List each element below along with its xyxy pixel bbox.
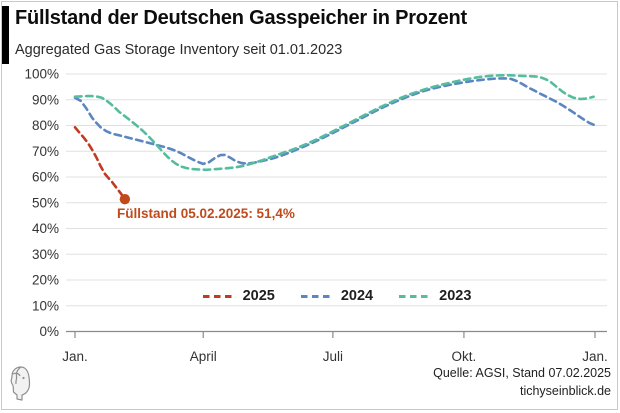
y-axis-tick-label: 100% bbox=[24, 67, 59, 82]
chart-legend: 2025 2024 2023 bbox=[54, 288, 620, 304]
title-accent-bar bbox=[2, 6, 9, 64]
y-axis-tick-label: 70% bbox=[32, 144, 59, 159]
x-axis-tick-label: Okt. bbox=[452, 349, 477, 364]
series-line-2025 bbox=[73, 126, 127, 201]
y-axis-tick-label: 90% bbox=[32, 92, 59, 107]
page-subtitle: Aggregated Gas Storage Inventory seit 01… bbox=[15, 42, 343, 58]
site-link[interactable]: tichyseinblick.de bbox=[519, 384, 611, 398]
legend-label: 2025 bbox=[242, 288, 275, 304]
y-axis-tick-label: 0% bbox=[39, 324, 59, 339]
page-title: Füllstand der Deutschen Gasspeicher in P… bbox=[15, 7, 468, 29]
legend-label: 2024 bbox=[340, 288, 374, 304]
y-axis-tick-label: 30% bbox=[32, 247, 59, 262]
y-axis-tick-label: 80% bbox=[32, 118, 59, 133]
legend-dash-swatch bbox=[399, 294, 433, 298]
tichys-einblick-logo bbox=[10, 366, 31, 401]
legend-item-2024[interactable]: 2024 bbox=[300, 288, 374, 304]
fuellstand-annotation: Füllstand 05.02.2025: 51,4% bbox=[117, 206, 295, 221]
legend-label: 2023 bbox=[439, 288, 472, 304]
current-level-dot bbox=[119, 193, 131, 205]
y-axis-tick-label: 60% bbox=[32, 170, 59, 185]
y-axis-tick-label: 40% bbox=[32, 221, 59, 236]
x-axis-tick-label: Jan. bbox=[62, 349, 88, 364]
y-axis-tick-label: 20% bbox=[32, 273, 59, 288]
source-note: Quelle: AGSI, Stand 07.02.2025 bbox=[433, 366, 611, 380]
y-axis-tick-label: 10% bbox=[32, 298, 59, 313]
x-axis-tick-label: April bbox=[190, 349, 217, 364]
legend-dash-swatch bbox=[202, 294, 236, 298]
x-axis-tick-label: Juli bbox=[323, 349, 343, 364]
x-axis-tick-label: Jan. bbox=[582, 349, 608, 364]
series-line-2023 bbox=[73, 74, 595, 172]
legend-item-2025[interactable]: 2025 bbox=[202, 288, 275, 304]
legend-dash-swatch bbox=[300, 294, 334, 298]
y-axis-tick-label: 50% bbox=[32, 195, 59, 210]
legend-item-2023[interactable]: 2023 bbox=[399, 288, 471, 304]
